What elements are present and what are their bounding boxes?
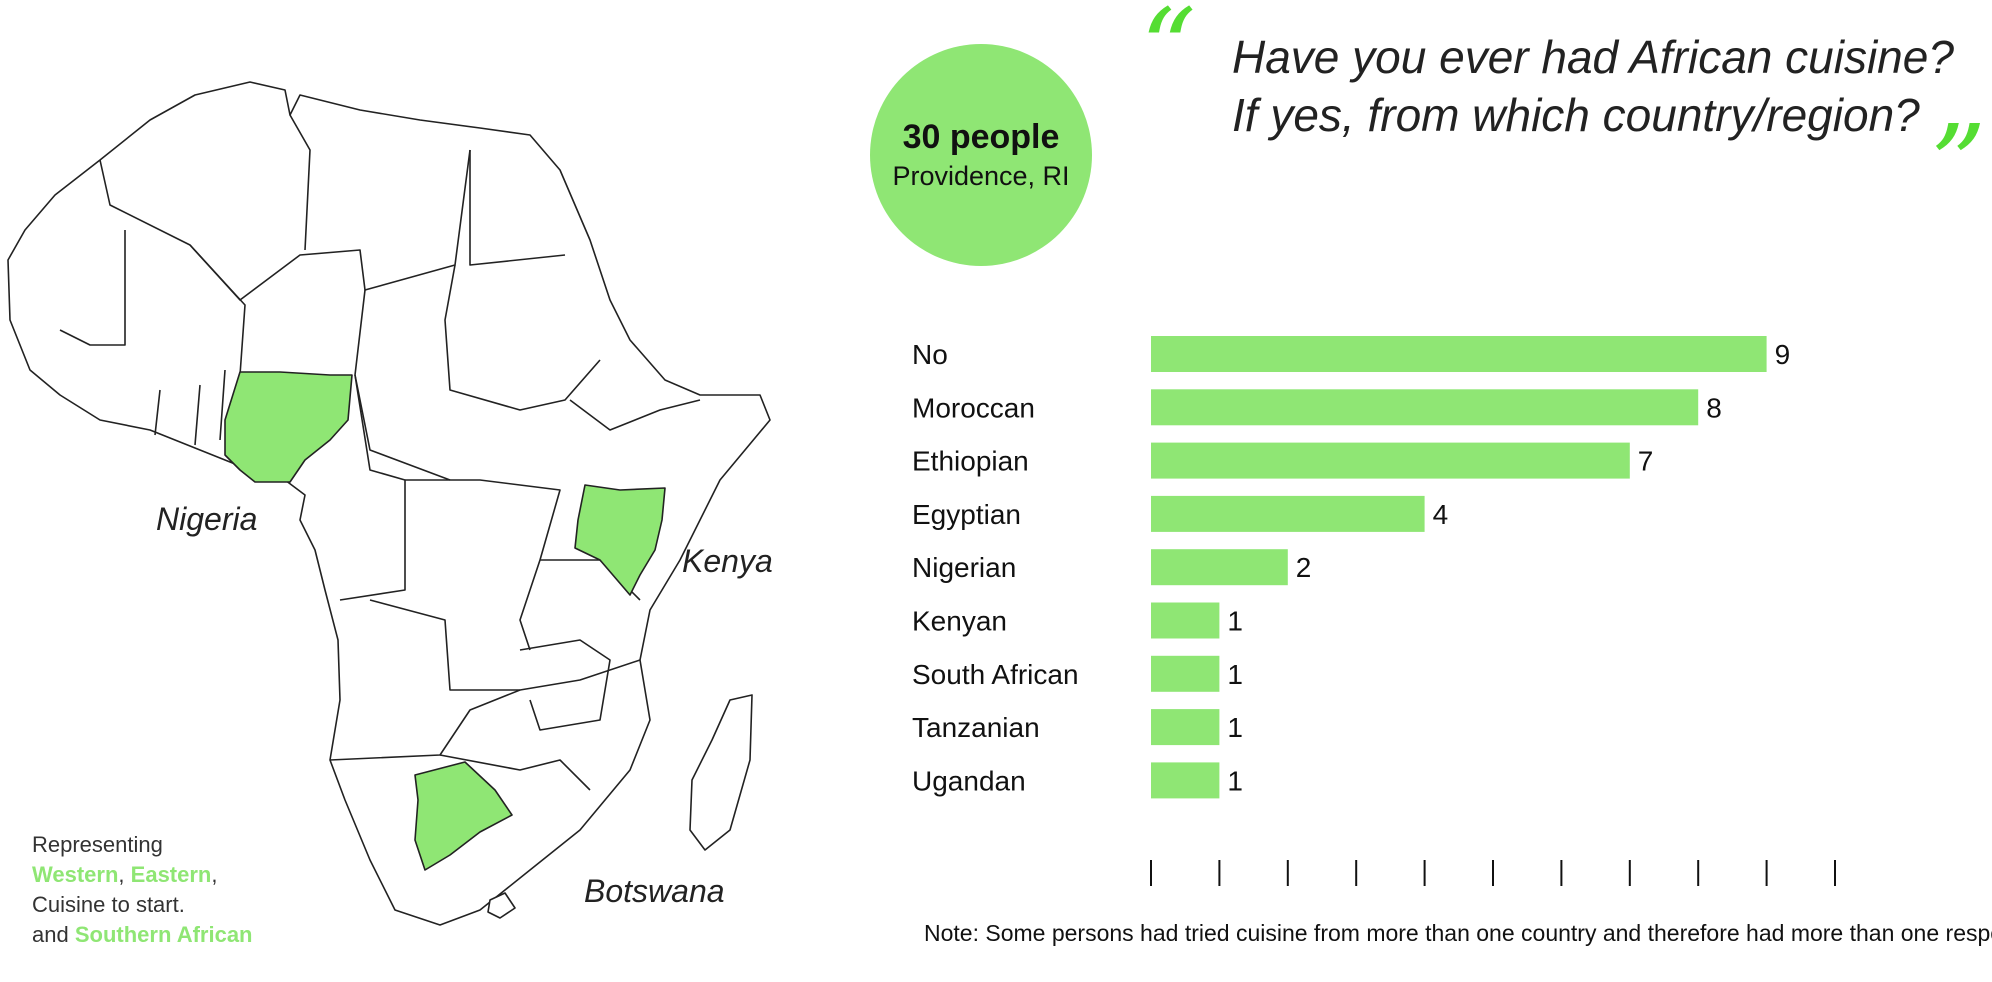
footnote: Note: Some persons had tried cuisine fro… bbox=[924, 920, 1992, 946]
border bbox=[154, 369, 226, 446]
category-label: Tanzanian bbox=[912, 712, 1040, 743]
sample-count: 30 people bbox=[902, 118, 1060, 156]
caption-line-2: Western, Eastern, bbox=[32, 860, 253, 890]
bar bbox=[1151, 336, 1767, 372]
bar bbox=[1151, 762, 1220, 799]
border bbox=[439, 754, 591, 791]
category-label: Ethiopian bbox=[912, 446, 1029, 477]
bar bbox=[1151, 602, 1220, 639]
caption-line-3: Cuisine to start. bbox=[32, 892, 185, 917]
caption-and: and bbox=[32, 922, 69, 947]
border bbox=[369, 599, 641, 691]
border bbox=[569, 399, 701, 431]
bar bbox=[1151, 495, 1425, 532]
border bbox=[405, 479, 561, 651]
caption-line-1: Representing bbox=[32, 832, 163, 857]
africa-outline bbox=[7, 81, 771, 926]
bar bbox=[1151, 549, 1288, 586]
value-label: 1 bbox=[1227, 765, 1243, 796]
question-line-2: If yes, from which country/region? bbox=[1232, 89, 1920, 141]
lesotho bbox=[487, 892, 516, 919]
africa-map: Nigeria Kenya Botswana bbox=[7, 81, 773, 926]
border bbox=[59, 230, 126, 346]
southern-highlight: Southern African bbox=[74, 922, 253, 947]
border bbox=[329, 689, 521, 761]
category-label: Ugandan bbox=[912, 765, 1026, 796]
botswana-shape bbox=[414, 761, 513, 871]
category-label: South African bbox=[912, 659, 1079, 690]
sample-badge: 30 people Providence, RI bbox=[870, 44, 1092, 266]
cuisine-caption: Representing Western, Eastern, Cuisine t… bbox=[32, 830, 253, 950]
category-label: Nigerian bbox=[912, 552, 1016, 583]
value-label: 8 bbox=[1706, 392, 1722, 423]
botswana-label: Botswana bbox=[584, 873, 725, 909]
category-label: Moroccan bbox=[912, 392, 1035, 423]
kenya-shape bbox=[574, 484, 666, 596]
open-quote-mark: “ bbox=[1140, 0, 1197, 113]
bar bbox=[1151, 442, 1630, 479]
caption-line-4: and Southern African bbox=[32, 920, 253, 950]
bar bbox=[1151, 389, 1699, 426]
border bbox=[354, 289, 451, 481]
survey-question: Have you ever had African cuisine? If ye… bbox=[1232, 28, 1954, 144]
caption-comma-1: , bbox=[118, 862, 125, 887]
question-line-1: Have you ever had African cuisine? bbox=[1232, 31, 1954, 83]
border bbox=[469, 150, 566, 266]
bar bbox=[1151, 655, 1220, 692]
eastern-highlight: Eastern bbox=[130, 862, 212, 887]
western-highlight: Western bbox=[32, 862, 119, 887]
kenya-label: Kenya bbox=[682, 543, 773, 579]
value-label: 1 bbox=[1227, 659, 1243, 690]
category-label: Kenyan bbox=[912, 606, 1007, 637]
value-label: 2 bbox=[1296, 552, 1312, 583]
value-label: 4 bbox=[1433, 499, 1449, 530]
bar bbox=[1151, 709, 1220, 746]
value-label: 1 bbox=[1227, 712, 1243, 743]
madagascar bbox=[689, 694, 753, 851]
caption-comma-2: , bbox=[211, 862, 218, 887]
border bbox=[519, 639, 611, 731]
category-label: Egyptian bbox=[912, 499, 1021, 530]
border bbox=[99, 149, 471, 301]
value-label: 1 bbox=[1227, 606, 1243, 637]
sample-location: Providence, RI bbox=[892, 161, 1070, 191]
border bbox=[189, 244, 246, 376]
border bbox=[444, 264, 601, 411]
category-label: No bbox=[912, 339, 948, 370]
value-label: 9 bbox=[1775, 339, 1791, 370]
border bbox=[289, 114, 311, 251]
close-quote-mark: ” bbox=[1930, 101, 1987, 229]
nigeria-label: Nigeria bbox=[156, 501, 257, 537]
nigeria-shape bbox=[224, 371, 353, 483]
value-label: 7 bbox=[1638, 446, 1654, 477]
